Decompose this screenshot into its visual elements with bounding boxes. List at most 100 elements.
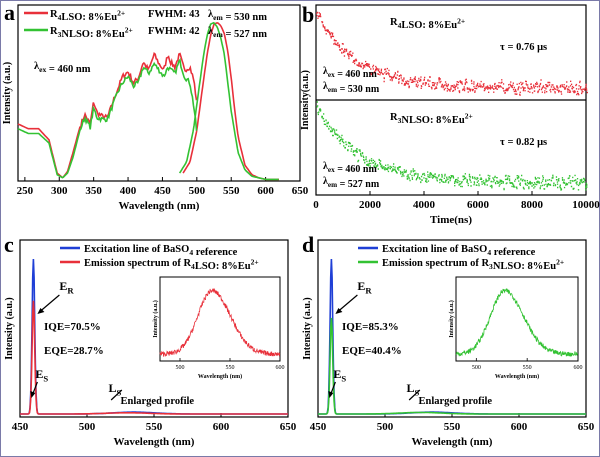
panel-d-xtick-label: 650 [578,421,595,433]
panel-a-xtick-label: 250 [17,185,34,197]
panel-b-axes: 0 2000 4000 6000 8000 10000 Time(ns) Intensity(… [300,4,600,226]
panel-c-letter: c [4,232,14,257]
panel-c-legend-label-2: Emission spectrum of R4LSO: 8%Eu2+ [84,258,259,272]
panel-d-sample-line [318,317,586,415]
panel-b-xtick-label: 0 [313,199,319,211]
panel-a-xtick-label: 400 [120,185,137,197]
panel-b-decay-2 [316,101,588,191]
panel-b-lex-1: λex = 460 nm [323,66,377,80]
panel-c-inset-xtick-label: 500 [176,365,185,371]
panel-a-legend-label-2: R3NLSO: 8%Eu2+ [50,26,133,40]
panel-b-series-label-2: R3NLSO: 8%Eu2+ [390,112,473,126]
panel-c-yaxis-label: Intensity (a.u.) [4,297,15,360]
panel-c-axes: 450 500 550 600 650 Wavelength (nm) Intensity … [4,239,297,448]
panel-a-legend-fwhm-2: FWHM: 42 [148,26,200,37]
panel-d-enlarged-label: Enlarged profile [419,396,493,407]
panel-d-legend-label-1: Excitation line of BaSO4 reference [382,244,536,258]
panel-a-xtick-label: 500 [189,185,206,197]
panel-a-excitation-label: λex = 460 nm [34,61,91,75]
panel-d-axes: 450 500 550 600 650 Wavelength (nm) Intensity … [302,239,595,448]
panel-b-xtick-label: 4000 [413,199,436,211]
panel-b-tau-1: τ = 0.76 μs [500,42,547,53]
panel-b-series-label-1: R4LSO: 8%Eu2+ [390,17,465,31]
panel-a-xtick-label: 450 [154,185,171,197]
panel-c-inset-xaxis-label: Wavelength (nm) [198,373,242,380]
panel-c-xtick-label: 650 [280,421,297,433]
panel-c-inset-xtick-label: 550 [226,365,235,371]
panel-a-legend-fwhm-1: FWHM: 43 [148,9,200,20]
panel-c-xtick-label: 600 [213,421,230,433]
panel-a-yaxis-label: Intensity (a.u.) [2,62,13,125]
panel-a-xtick-label: 650 [292,185,309,197]
panel-c-ls-arrow [110,389,123,401]
panel-d-xtick-label: 450 [310,421,327,433]
panel-a-axes: 250 300 350 400 450 500 550 600 650 Wavelength (n… [2,4,309,212]
panel-a-xaxis-label: Wavelength (nm) [119,200,200,212]
panel-a-legend-lem-1: λem = 530 nm [208,9,267,23]
panel-d-ls-arrow [408,389,421,401]
panel-d-legend-label-2: Emission spectrum of R3NLSO: 8%Eu2+ [382,258,564,272]
panel-b-tau-2: τ = 0.82 μs [500,137,547,148]
panel-c-inset-yaxis-label: Intensity (a.u.) [152,300,159,338]
panel-c-xtick-label: 550 [146,421,163,433]
panel-d-inset-xaxis-label: Wavelength (nm) [495,373,539,380]
panel-c-xtick-label: 450 [12,421,29,433]
panel-a-xtick-label: 600 [257,185,274,197]
panel-c-eqe: EQE=28.7% [44,345,104,357]
panel-d-xaxis-label: Wavelength (nm) [412,436,493,448]
panel-a-letter: a [4,0,15,25]
panel-c-es-label: ES [35,367,48,383]
panel-b-xaxis-label: Time(ns) [430,214,472,226]
panel-b-xtick-label: 8000 [521,199,544,211]
panel-a-xtick-label: 300 [51,185,68,197]
panel-b-letter: b [302,2,314,27]
panel-b-lem-2: λem = 527 nm [323,176,380,190]
panel-d-letter: d [302,232,314,257]
panel-b-xtick-label: 2000 [359,199,382,211]
panel-d-xtick-label: 550 [444,421,461,433]
panel-d-er-arrow [337,294,358,313]
panel-d-xtick-label: 600 [511,421,528,433]
panel-d-iqe: IQE=85.3% [342,321,399,333]
panel-d-inset: 500 550 600 Wavelength (nm) Intensity (a.u.) [448,276,583,380]
panel-d-es-label: ES [333,367,346,383]
panel-c-er-arrowhead [37,308,45,314]
panel-d-yaxis-label: Intensity (a.u.) [302,297,313,360]
panel-b-decay-1 [316,11,588,96]
panel-c-er-label: ER [59,279,74,295]
panel-d-es-arrowhead [328,391,334,398]
panel-a-plot-frame [17,4,301,182]
panel-c-inset: 500 550 600 Wavelength (nm) Intensity (a.u.) [152,276,285,380]
panel-c-enlarged-label: Enlarged profile [121,396,195,407]
panel-c-inset-frame [159,276,281,362]
panel-b-lem-1: λem = 530 nm [323,81,380,95]
panel-d-inset-curve [455,288,579,357]
panel-d-inset-xtick-label: 600 [574,365,583,371]
panel-d-inset-xtick-label: 550 [523,365,532,371]
panel-c-iqe: IQE=70.5% [44,321,101,333]
panel-c-xtick-label: 500 [79,421,96,433]
panel-d-eqe: EQE=40.4% [342,345,402,357]
panel-c-xaxis-label: Wavelength (nm) [114,436,195,448]
panel-c-er-arrow [39,294,60,313]
panel-d-er-arrowhead [335,308,343,314]
panel-c-legend-label-1: Excitation line of BaSO4 reference [84,244,238,258]
panel-b-yaxis-label: Intensity(a.u.) [300,70,311,130]
panel-a-legend-label-1: R4LSO: 8%Eu2+ [50,9,125,23]
panel-b-xtick-label: 6000 [467,199,490,211]
panel-c-inset-xtick-label: 600 [276,365,285,371]
panel-b-lex-2: λex = 460 nm [323,161,377,175]
panel-a-xtick-label: 350 [85,185,102,197]
panel-d-er-label: ER [357,279,372,295]
panel-d-inset-xtick-label: 500 [472,365,481,371]
panel-a-xtick-label: 550 [223,185,240,197]
panel-d-xtick-label: 500 [377,421,394,433]
panel-a-series-2-excitation [17,57,198,179]
panel-c-es-arrowhead [30,391,36,398]
panel-b-xtick-label: 10000 [572,199,600,211]
panel-c-sample-line [20,300,288,415]
panel-d-inset-yaxis-label: Intensity (a.u.) [448,300,455,338]
panel-c-inset-curve [159,287,281,357]
panel-a-series-2-emission [178,21,279,181]
